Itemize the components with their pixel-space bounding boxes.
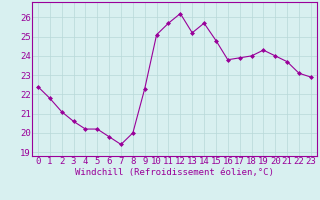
X-axis label: Windchill (Refroidissement éolien,°C): Windchill (Refroidissement éolien,°C) xyxy=(75,168,274,177)
